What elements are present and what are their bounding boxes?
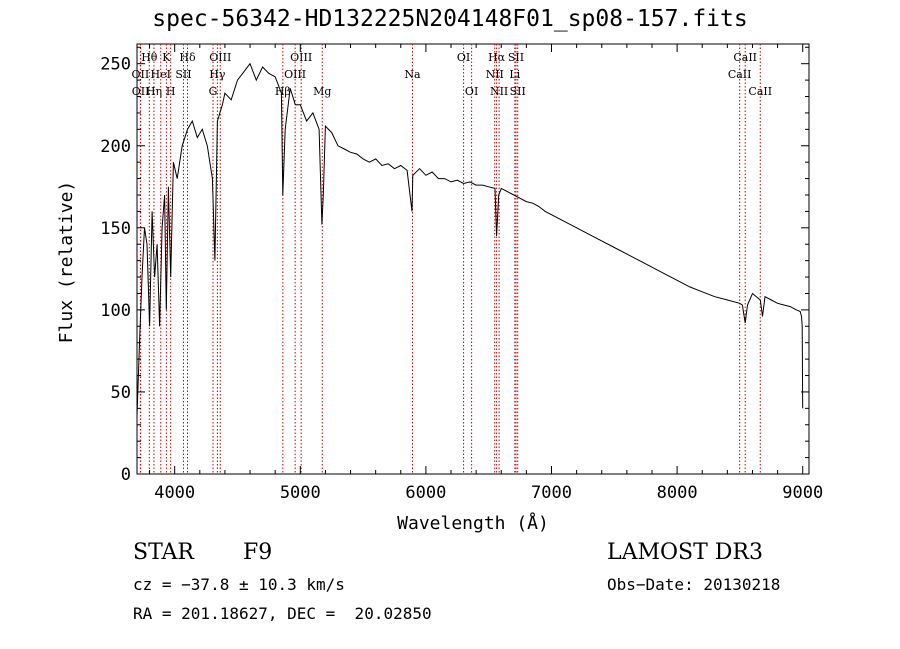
spectral-line-label: CaII [748, 85, 772, 98]
spectral-line-label: Hβ [275, 85, 291, 98]
spectral-line-label: CaII [733, 51, 757, 64]
y-tick-label: 50 [111, 383, 131, 403]
x-tick-label: 9000 [782, 483, 823, 503]
observation-date: Obs−Date: 20130218 [607, 575, 781, 594]
coordinates: RA = 201.18627, DEC = 20.02850 [133, 604, 432, 623]
spectral-line-label: OII [132, 85, 150, 98]
y-tick-label: 250 [100, 55, 131, 75]
x-tick-label: 5000 [280, 483, 321, 503]
object-class: STAR [133, 540, 194, 565]
y-tick-label: 100 [100, 301, 131, 321]
spectral-line-label: CaII [728, 68, 752, 81]
y-tick-label: 150 [100, 219, 131, 239]
spectral-line-label: H [166, 85, 176, 98]
spectral-line-label: SII [175, 68, 191, 81]
spectral-line-label: SII [508, 51, 524, 64]
y-axis-ticks: 0 50 100 150 200 250 [100, 46, 809, 485]
y-axis-label: Flux (relative) [56, 181, 77, 344]
y-tick-label: 0 [121, 465, 131, 485]
spectral-line-label: OI [457, 51, 470, 64]
spectral-line-label: Hη [146, 85, 162, 98]
spectral-line-label: Li [509, 68, 520, 81]
spectral-line-label: SII [510, 85, 526, 98]
spectral-line-label: OIII [290, 51, 312, 64]
spectral-line-label: Hθ [141, 51, 158, 64]
spectral-line-label: Hγ [209, 68, 226, 81]
x-tick-label: 8000 [657, 483, 698, 503]
spectral-line-label: NII [486, 68, 504, 81]
x-tick-label: 4000 [154, 483, 195, 503]
spectral-line-label: Mg [313, 85, 331, 98]
spectrum-line [136, 62, 804, 417]
y-tick-label: 200 [100, 137, 131, 157]
x-tick-label: 6000 [405, 483, 446, 503]
spectral-line-label: OIII [209, 51, 231, 64]
x-axis-ticks: 4000 5000 6000 7000 8000 9000 [149, 44, 823, 503]
spectral-line-label: OI [465, 85, 478, 98]
survey-name: LAMOST DR3 [607, 540, 763, 565]
spectral-line-label: Hδ [179, 51, 196, 64]
spectral-line-label: G [209, 85, 218, 98]
chart-title: spec-56342-HD132225N204148F01_sp08-157.f… [152, 6, 748, 32]
spectral-line-label: K [162, 51, 171, 64]
x-tick-label: 7000 [531, 483, 572, 503]
spectral-line-label: NII [490, 85, 508, 98]
x-axis-label: Wavelength (Å) [397, 512, 549, 534]
spectral-line-label: Hα [488, 51, 506, 64]
spectral-line-label: OII [132, 68, 150, 81]
spectral-line-labels: HθOIIOIIHηHeIKHSIIHδGHγOIIIHβOIIIOIIIMgN… [132, 51, 773, 98]
redshift-velocity: cz = −37.8 ± 10.3 km/s [133, 575, 345, 594]
spectral-line-markers [139, 44, 761, 474]
spectral-line-label: HeI [151, 68, 171, 81]
plot-frame [136, 43, 810, 475]
object-subclass: F9 [243, 540, 273, 565]
spectral-line-label: Na [404, 68, 421, 81]
spectral-line-label: OIII [284, 68, 306, 81]
